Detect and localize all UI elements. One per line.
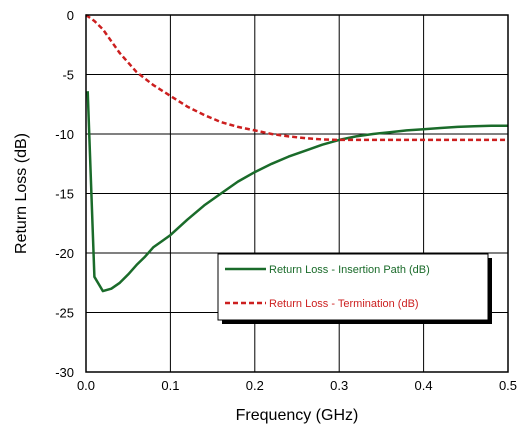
legend-box	[217, 253, 489, 321]
x-tick-label: 0.1	[161, 378, 179, 393]
y-tick-label: -5	[62, 68, 74, 83]
y-tick-label: -10	[55, 127, 74, 142]
y-tick-labels: 0 -5 -10 -15 -20 -25 -30	[55, 8, 74, 380]
x-axis-title: Frequency (GHz)	[236, 407, 359, 424]
series-layer	[85, 13, 508, 293]
y-axis-title: Return Loss (dB)	[13, 133, 30, 254]
x-tick-label: 0.5	[499, 378, 517, 393]
x-tick-label: 0.4	[415, 378, 433, 393]
y-tick-label: -20	[55, 246, 74, 261]
x-tick-labels: 0.0 0.1 0.2 0.3 0.4 0.5	[77, 378, 517, 393]
x-tick-label: 0.3	[330, 378, 348, 393]
y-tick-label: -15	[55, 187, 74, 202]
y-tick-label: 0	[67, 8, 74, 23]
y-tick-label: -30	[55, 365, 74, 380]
series-line-2	[85, 13, 508, 142]
legend-label-2: Return Loss - Termination (dB)	[269, 298, 419, 310]
y-tick-label: -25	[55, 306, 74, 321]
legend: Return Loss - Insertion Path (dB) Return …	[217, 253, 492, 324]
plot-frame	[85, 14, 509, 373]
x-tick-label: 0.0	[77, 378, 95, 393]
x-tick-label: 0.2	[246, 378, 264, 393]
series-line-1	[86, 91, 508, 293]
legend-label-1: Return Loss - Insertion Path (dB)	[269, 264, 430, 276]
